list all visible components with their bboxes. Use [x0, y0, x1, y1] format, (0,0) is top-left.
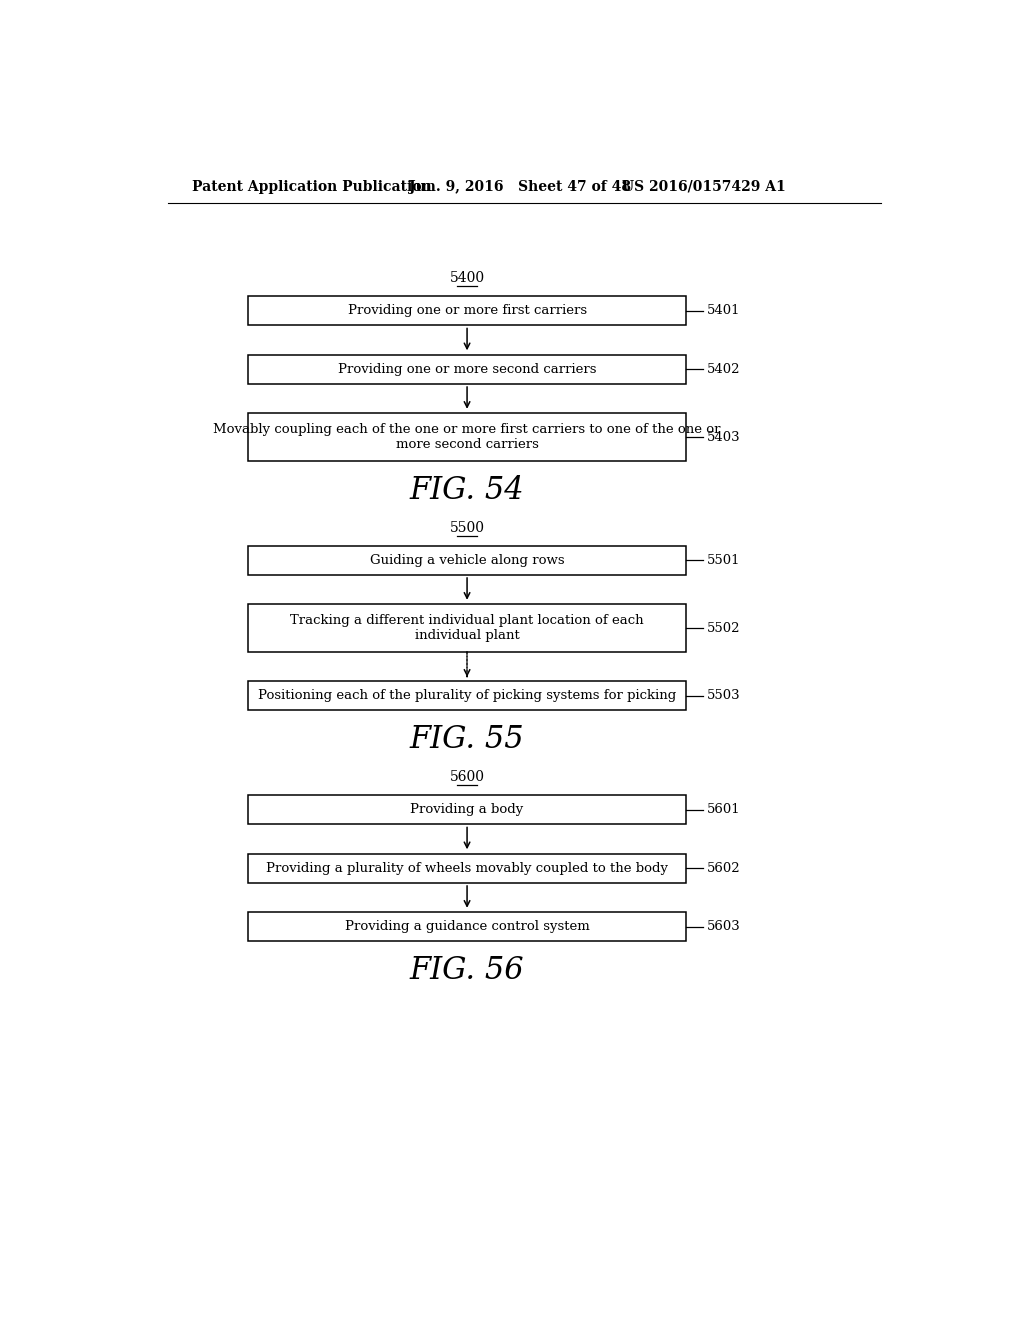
Text: individual plant: individual plant: [415, 630, 519, 643]
Text: more second carriers: more second carriers: [395, 438, 539, 451]
Text: US 2016/0157429 A1: US 2016/0157429 A1: [623, 180, 786, 194]
Text: FIG. 55: FIG. 55: [410, 725, 524, 755]
Text: Providing a plurality of wheels movably coupled to the body: Providing a plurality of wheels movably …: [266, 862, 668, 875]
Bar: [248, 681, 686, 710]
Text: Movably coupling each of the one or more first carriers to one of the one or: Movably coupling each of the one or more…: [213, 422, 721, 436]
Text: 5401: 5401: [707, 305, 740, 317]
Text: Tracking a different individual plant location of each: Tracking a different individual plant lo…: [290, 614, 644, 627]
Bar: [248, 854, 686, 883]
Text: 5501: 5501: [707, 554, 740, 566]
Text: 5602: 5602: [707, 862, 740, 875]
Text: 5402: 5402: [707, 363, 740, 376]
Bar: [248, 545, 686, 576]
Text: Jun. 9, 2016   Sheet 47 of 48: Jun. 9, 2016 Sheet 47 of 48: [409, 180, 631, 194]
Bar: [248, 912, 686, 941]
Text: FIG. 54: FIG. 54: [410, 475, 524, 506]
Text: 5502: 5502: [707, 622, 740, 635]
Text: FIG. 56: FIG. 56: [410, 956, 524, 986]
Text: Providing a guidance control system: Providing a guidance control system: [345, 920, 590, 933]
Bar: [248, 296, 686, 326]
Text: Providing a body: Providing a body: [411, 804, 523, 816]
Text: 5601: 5601: [707, 804, 740, 816]
Text: Positioning each of the plurality of picking systems for picking: Positioning each of the plurality of pic…: [258, 689, 676, 702]
Text: Patent Application Publication: Patent Application Publication: [191, 180, 431, 194]
Text: 5403: 5403: [707, 430, 740, 444]
Text: 5503: 5503: [707, 689, 740, 702]
Bar: [248, 605, 686, 652]
Text: Providing one or more second carriers: Providing one or more second carriers: [338, 363, 596, 376]
Bar: [248, 413, 686, 461]
Bar: [248, 795, 686, 825]
Text: Guiding a vehicle along rows: Guiding a vehicle along rows: [370, 554, 564, 566]
Text: 5603: 5603: [707, 920, 740, 933]
Text: 5400: 5400: [450, 272, 484, 285]
Text: 5500: 5500: [450, 521, 484, 535]
Bar: [248, 355, 686, 384]
Text: 5600: 5600: [450, 771, 484, 784]
Text: Providing one or more first carriers: Providing one or more first carriers: [347, 305, 587, 317]
